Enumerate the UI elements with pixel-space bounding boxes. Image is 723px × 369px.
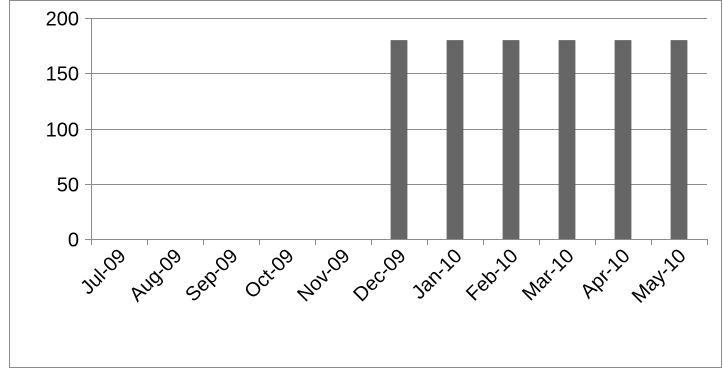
bar-Feb-10: [502, 40, 520, 239]
bar-Apr-10: [614, 40, 632, 239]
bar-Mar-10: [558, 40, 576, 239]
y-tick-labels: 0 50 100 150 200: [46, 9, 79, 252]
axes: [85, 18, 708, 245]
y-tick-label: 0: [68, 230, 79, 252]
y-tick-label: 200: [46, 9, 79, 31]
bars: [390, 40, 688, 239]
y-tick-label: 100: [46, 120, 79, 142]
bar-May-10: [670, 40, 688, 239]
y-tick-label: 150: [46, 64, 79, 86]
bar-Jan-10: [446, 40, 464, 239]
y-tick-label: 50: [57, 175, 79, 197]
bar-Dec-09: [390, 40, 408, 239]
